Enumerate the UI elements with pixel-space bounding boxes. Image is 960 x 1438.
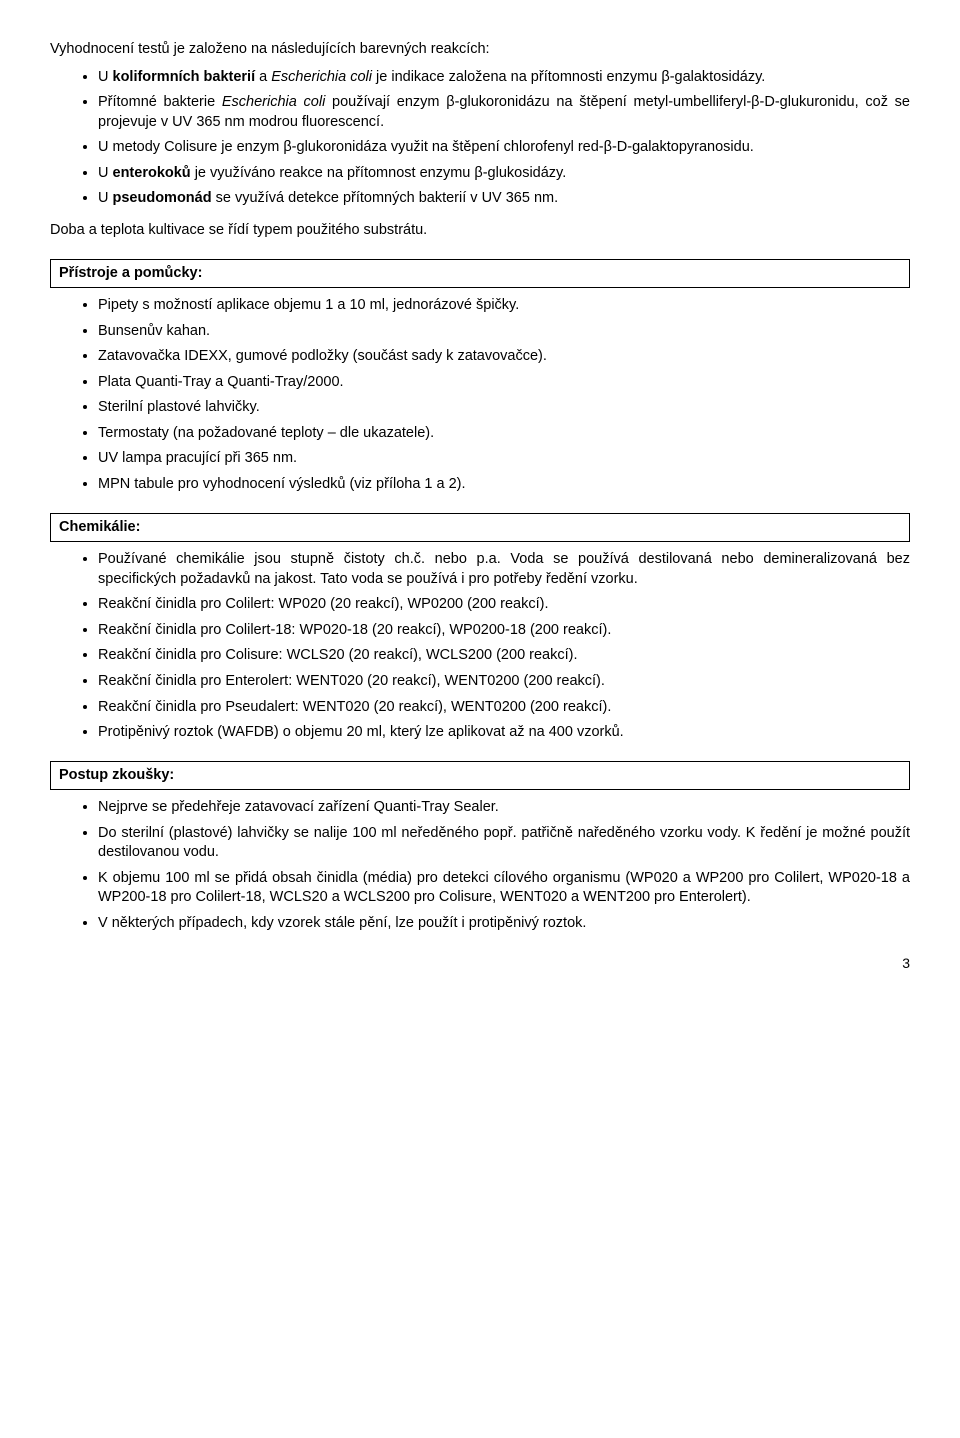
bold-text: koliformních bakterií <box>113 69 256 85</box>
page-number: 3 <box>50 954 910 973</box>
section-title: Přístroje a pomůcky: <box>59 264 901 284</box>
list-item: Reakční činidla pro Colilert: WP020 (20 … <box>98 595 910 615</box>
list-item: Používané chemikálie jsou stupně čistoty… <box>98 550 910 589</box>
list-item: Bunsenův kahan. <box>98 322 910 342</box>
section-title: Postup zkoušky: <box>59 766 901 786</box>
intro-paragraph: Vyhodnocení testů je založeno na následu… <box>50 40 910 60</box>
section-heading-chemikalie: Chemikálie: <box>50 513 910 543</box>
list-item: Reakční činidla pro Colilert-18: WP020-1… <box>98 621 910 641</box>
bold-text: pseudomonád <box>113 190 212 206</box>
list-item: UV lampa pracující při 365 nm. <box>98 449 910 469</box>
list-item: U metody Colisure je enzym β-glukoronidá… <box>98 138 910 158</box>
list-item: Nejprve se předehřeje zatavovací zařízen… <box>98 798 910 818</box>
list-item: Sterilní plastové lahvičky. <box>98 398 910 418</box>
list-item: Reakční činidla pro Colisure: WCLS20 (20… <box>98 646 910 666</box>
list-item: Přítomné bakterie Escherichia coli použí… <box>98 93 910 132</box>
list-item: U koliformních bakterií a Escherichia co… <box>98 68 910 88</box>
list-item: Reakční činidla pro Enterolert: WENT020 … <box>98 672 910 692</box>
list-item: Pipety s možností aplikace objemu 1 a 10… <box>98 296 910 316</box>
postup-list: Nejprve se předehřeje zatavovací zařízen… <box>50 798 910 933</box>
list-item: V některých případech, kdy vzorek stále … <box>98 914 910 934</box>
list-item: Zatavovačka IDEXX, gumové podložky (souč… <box>98 347 910 367</box>
section-title: Chemikálie: <box>59 518 901 538</box>
italic-text: Escherichia coli <box>271 69 372 85</box>
after-reactions: Doba a teplota kultivace se řídí typem p… <box>50 221 910 241</box>
list-item: U pseudomonád se využívá detekce přítomn… <box>98 189 910 209</box>
list-item: Do sterilní (plastové) lahvičky se nalij… <box>98 824 910 863</box>
list-item: Protipěnivý roztok (WAFDB) o objemu 20 m… <box>98 723 910 743</box>
bold-text: enterokoků <box>113 165 191 181</box>
list-item: Reakční činidla pro Pseudalert: WENT020 … <box>98 698 910 718</box>
chemikalie-list: Používané chemikálie jsou stupně čistoty… <box>50 550 910 743</box>
section-heading-pristroje: Přístroje a pomůcky: <box>50 259 910 289</box>
list-item: U enterokoků je využíváno reakce na přít… <box>98 164 910 184</box>
list-item: K objemu 100 ml se přidá obsah činidla (… <box>98 869 910 908</box>
reactions-list: U koliformních bakterií a Escherichia co… <box>50 68 910 209</box>
pristroje-list: Pipety s možností aplikace objemu 1 a 10… <box>50 296 910 495</box>
section-heading-postup: Postup zkoušky: <box>50 761 910 791</box>
list-item: MPN tabule pro vyhodnocení výsledků (viz… <box>98 475 910 495</box>
italic-text: Escherichia coli <box>222 94 325 110</box>
list-item: Termostaty (na požadované teploty – dle … <box>98 424 910 444</box>
list-item: Plata Quanti-Tray a Quanti-Tray/2000. <box>98 373 910 393</box>
